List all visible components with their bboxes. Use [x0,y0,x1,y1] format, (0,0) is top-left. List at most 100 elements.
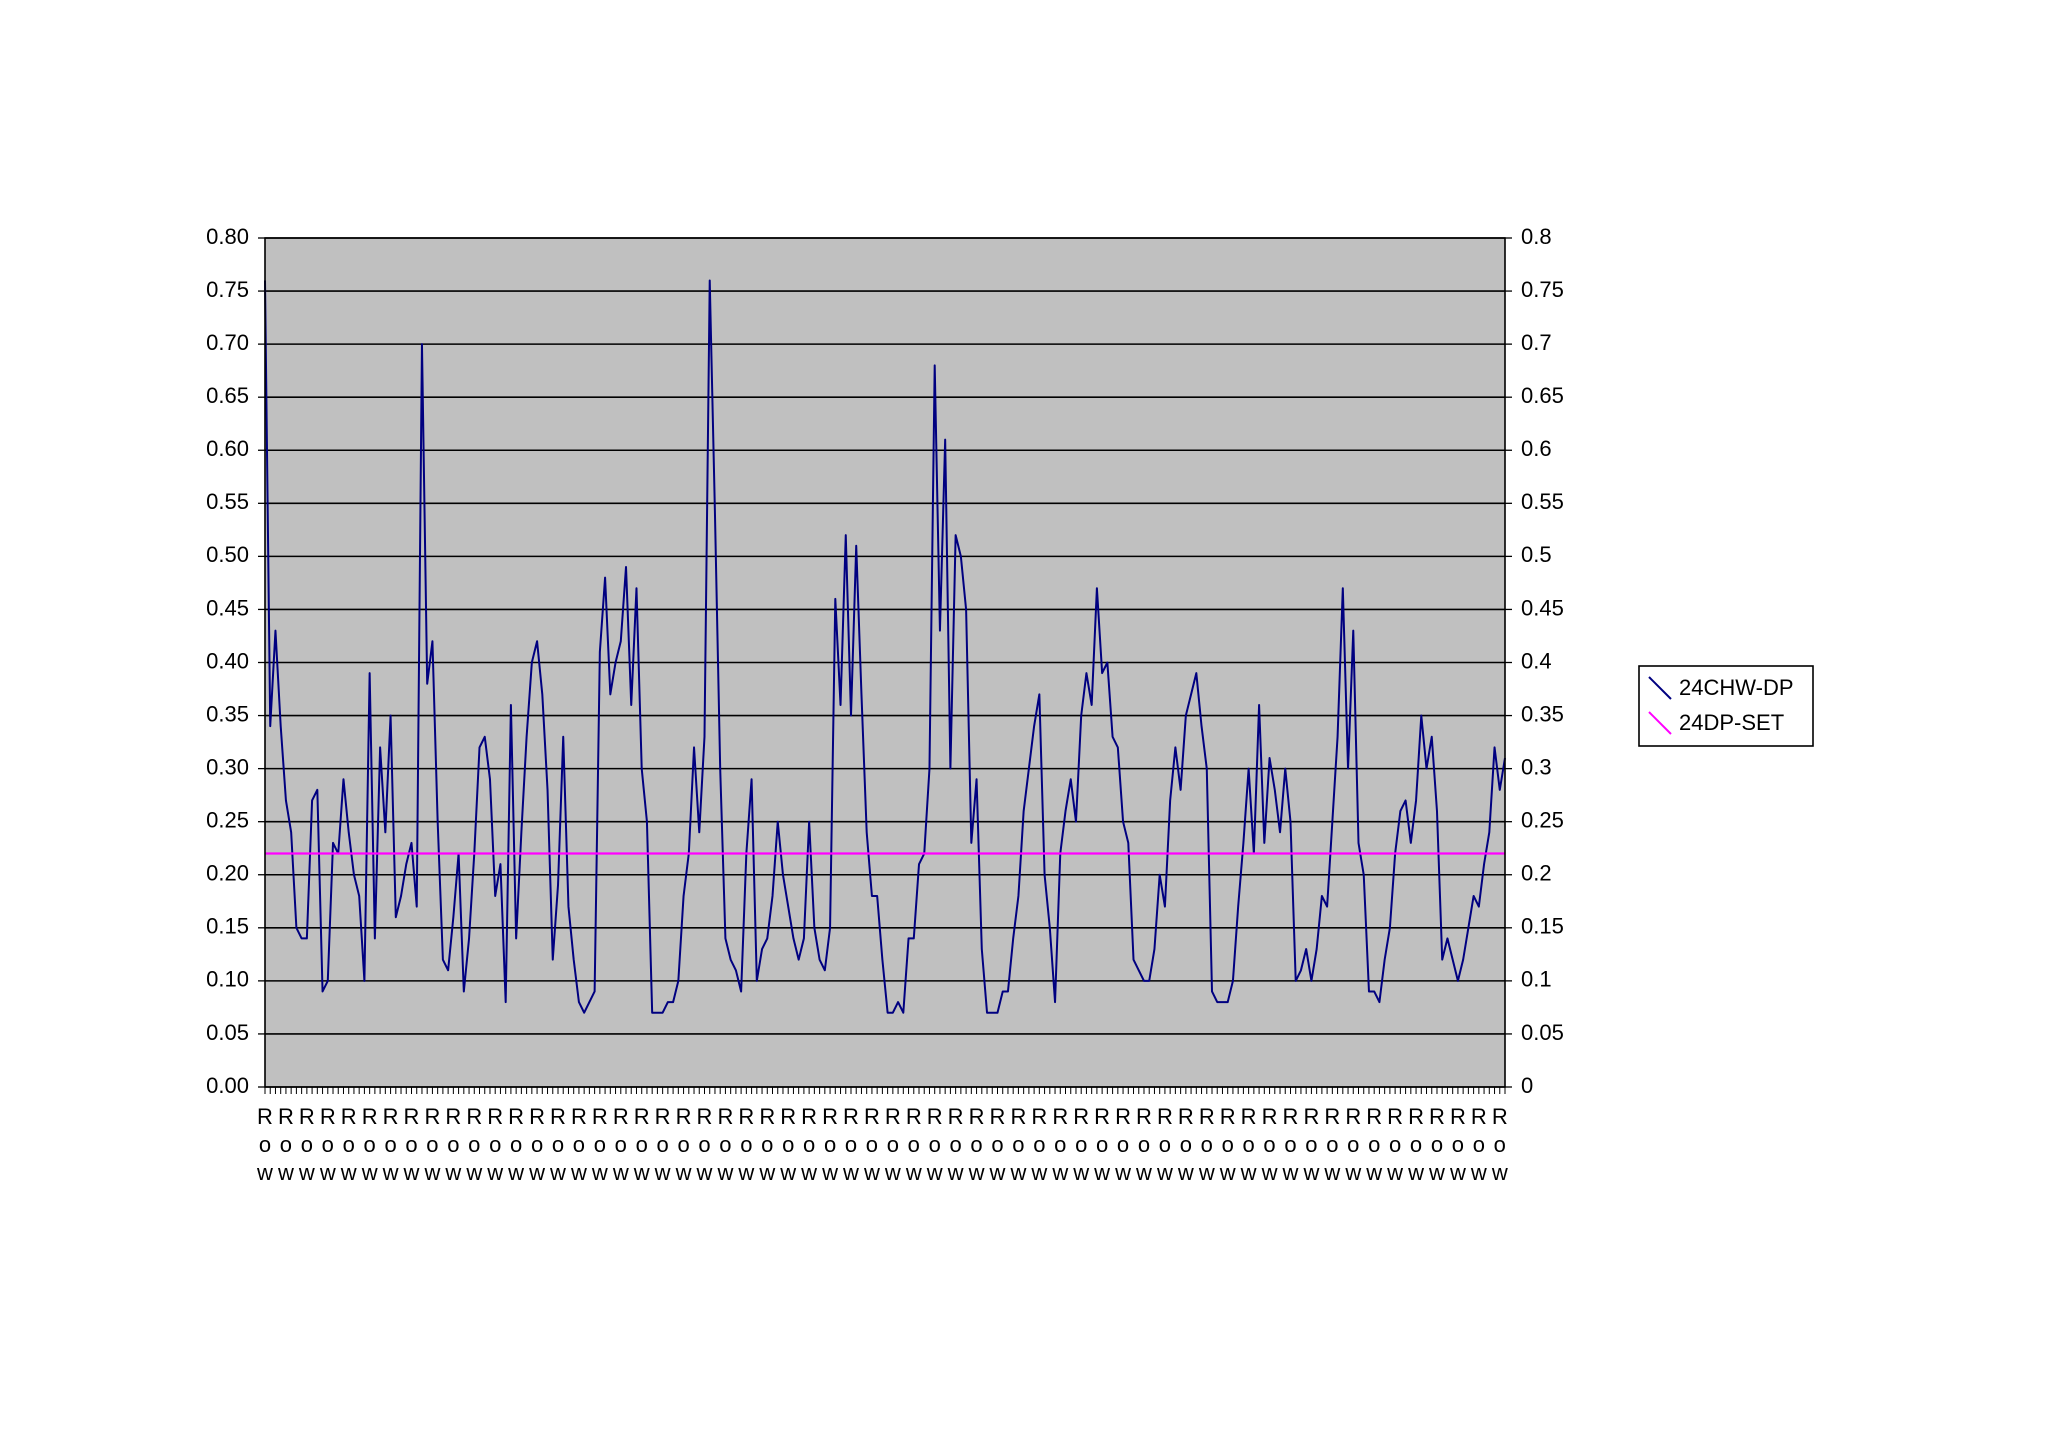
x-tick-label: Row [508,1104,525,1185]
y2-tick-label: 0.4 [1521,648,1552,673]
x-tick-label: Row [298,1104,315,1185]
x-tick-label: Row [780,1104,797,1185]
x-tick-label: Row [1115,1104,1131,1185]
x-tick-label: Row [570,1104,587,1185]
x-tick-label: Row [863,1104,880,1185]
y-tick-label: 0.10 [206,967,249,992]
x-tick-label: Row [1031,1104,1048,1185]
legend-swatch [1648,676,1672,700]
x-tick-label: Row [654,1104,671,1185]
y2-tick-label: 0.55 [1521,489,1564,514]
legend-label: 24CHW-DP [1679,675,1794,700]
x-tick-label: Row [675,1104,692,1185]
x-tick-label: Row [989,1104,1006,1185]
x-tick-label: Row [905,1104,922,1185]
x-tick-label: Row [382,1104,399,1185]
x-tick-label: Row [1429,1104,1445,1185]
x-tick-label: Row [591,1104,608,1185]
x-tick-label: Row [822,1104,838,1185]
y-tick-label: 0.30 [206,754,249,779]
x-tick-label: Row [487,1104,504,1185]
y2-tick-label: 0.6 [1521,436,1552,461]
y-tick-label: 0.60 [206,436,249,461]
y2-tick-label: 0.45 [1521,595,1564,620]
x-tick-label: Row [1282,1104,1299,1185]
y2-tick-label: 0.5 [1521,542,1552,567]
data-line [264,279,1506,1014]
x-tick-label: Row [1136,1104,1152,1185]
y2-tick-label: 0 [1521,1073,1533,1098]
y2-tick-label: 0.15 [1521,914,1564,939]
x-tick-label: Row [633,1104,650,1185]
x-tick-label: Row [1345,1104,1362,1185]
plot-border [264,237,1506,1088]
x-tick-label: Row [277,1104,294,1185]
x-tick-label: Row [612,1104,629,1185]
y2-tick-label: 0.1 [1521,967,1552,992]
x-tick-label: Row [1073,1104,1090,1185]
x-tick-label: Row [550,1104,566,1185]
x-tick-label: Row [445,1104,462,1185]
x-tick-label: Row [1198,1104,1215,1185]
y-tick-label: 0.45 [206,595,249,620]
x-tick-label: Row [403,1104,420,1185]
x-tick-label: Row [1219,1104,1236,1185]
x-tick-label: Row [319,1104,336,1185]
y2-tick-label: 0.2 [1521,861,1552,886]
x-tick-label: Row [361,1104,378,1185]
y2-tick-label: 0.75 [1521,277,1564,302]
x-tick-label: Row [1303,1104,1320,1185]
x-tick-label: Row [968,1104,985,1185]
x-tick-label: Row [1366,1104,1383,1185]
x-tick-label: Row [1052,1104,1069,1185]
y-tick-label: 0.80 [206,224,249,249]
y-tick-label: 0.75 [206,277,249,302]
y-tick-label: 0.40 [206,648,249,673]
y2-tick-label: 0.35 [1521,701,1564,726]
y2-tick-label: 0.7 [1521,330,1552,355]
y-tick-label: 0.00 [206,1073,249,1098]
x-tick-label: Row [759,1104,776,1185]
y2-tick-label: 0.65 [1521,383,1564,408]
x-tick-label: Row [717,1104,734,1185]
legend-swatch [1648,711,1672,735]
x-tick-label: Row [1094,1104,1111,1185]
y-tick-label: 0.25 [206,808,249,833]
x-tick-label: Row [340,1104,357,1185]
x-tick-label: Row [424,1104,441,1185]
y-tick-label: 0.35 [206,701,249,726]
y-tick-label: 0.15 [206,914,249,939]
y2-tick-label: 0.8 [1521,224,1552,249]
x-tick-label: Row [1324,1104,1341,1185]
x-tick-label: Row [696,1104,713,1185]
y-tick-label: 0.70 [206,330,249,355]
x-tick-label: Row [1240,1104,1257,1185]
y-tick-label: 0.50 [206,542,249,567]
y-tick-label: 0.05 [206,1020,249,1045]
x-tick-label: Row [257,1104,273,1185]
y-tick-label: 0.20 [206,861,249,886]
x-tick-label: Row [1408,1104,1424,1185]
x-tick-label: Row [529,1104,545,1185]
y-tick-label: 0.65 [206,383,249,408]
x-tick-label: Row [843,1104,859,1185]
y2-tick-label: 0.05 [1521,1020,1564,1045]
x-tick-label: Row [1470,1104,1487,1185]
x-tick-label: Row [1177,1104,1194,1185]
x-tick-label: Row [926,1104,943,1185]
x-tick-label: Row [738,1104,755,1185]
x-tick-label: Row [1491,1104,1508,1185]
y2-tick-label: 0.25 [1521,808,1564,833]
legend-box [1638,665,1814,747]
x-tick-label: Row [801,1104,818,1185]
x-tick-label: Row [1387,1104,1404,1185]
y2-tick-label: 0.3 [1521,754,1552,779]
x-tick-label: Row [947,1104,964,1185]
legend-label: 24DP-SET [1679,710,1784,735]
x-tick-label: Row [466,1104,483,1185]
x-tick-label: Row [1156,1104,1173,1185]
x-tick-label: Row [1449,1104,1466,1185]
x-tick-label: Row [1010,1104,1027,1185]
